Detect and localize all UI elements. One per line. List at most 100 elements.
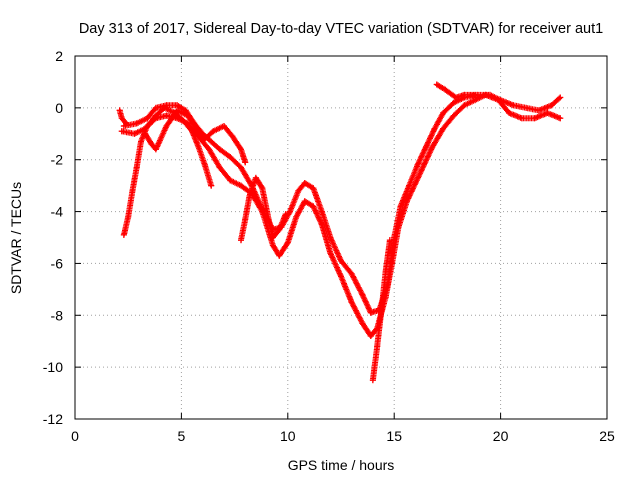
data-point (482, 91, 489, 98)
data-point (510, 102, 517, 109)
series-track-g (433, 81, 479, 101)
data-point (518, 115, 525, 122)
data-point (389, 260, 396, 267)
data-point (495, 97, 502, 104)
data-point (152, 146, 159, 153)
y-tick-label: -10 (43, 359, 63, 375)
data-point (310, 203, 317, 210)
data-point (265, 216, 272, 223)
data-point (557, 94, 564, 101)
series-track-e (238, 174, 289, 244)
data-point (406, 182, 413, 189)
data-point (442, 86, 449, 93)
y-tick-label: -12 (43, 411, 63, 427)
data-point (269, 234, 276, 241)
data-point (252, 174, 259, 181)
data-point (382, 268, 389, 275)
data-point (238, 146, 244, 153)
data-point (338, 273, 344, 280)
data-point (423, 143, 430, 150)
data-point (431, 125, 438, 132)
data-point (327, 250, 334, 257)
data-point (348, 270, 355, 277)
data-point (310, 185, 317, 192)
data-point (557, 115, 564, 122)
data-point (133, 120, 140, 127)
data-point (284, 239, 291, 246)
series-track-h (116, 107, 130, 127)
data-point (195, 143, 202, 150)
data-point (144, 115, 151, 122)
data-point (201, 161, 208, 168)
data-point (227, 154, 234, 161)
data-point (523, 104, 530, 111)
data-point (412, 180, 419, 186)
data-point (282, 211, 289, 218)
data-point (118, 128, 125, 135)
data-point (450, 99, 457, 106)
data-point (238, 182, 244, 189)
data-point (201, 136, 208, 142)
data-point (276, 252, 283, 259)
data-point (378, 307, 385, 314)
data-point (208, 182, 215, 189)
data-point (125, 213, 132, 220)
data-point (359, 291, 366, 298)
data-point (433, 81, 440, 88)
data-point (246, 193, 253, 199)
y-tick-label: -6 (51, 255, 64, 271)
data-point (193, 125, 200, 132)
data-point (216, 146, 223, 153)
data-point (318, 221, 325, 228)
data-point (174, 102, 181, 109)
data-point (506, 110, 513, 116)
y-tick-label: 2 (55, 48, 63, 64)
chart-title: Day 313 of 2017, Sidereal Day-to-day VTE… (79, 21, 603, 37)
data-point (184, 112, 191, 119)
x-axis-label: GPS time / hours (288, 457, 395, 473)
data-point (242, 216, 249, 223)
y-tick-label: -4 (51, 204, 64, 220)
data-point (242, 159, 249, 166)
y-tick-label: -8 (51, 307, 64, 323)
data-point (152, 112, 159, 119)
data-point (286, 208, 293, 215)
data-point (276, 226, 283, 233)
data-point (429, 143, 436, 150)
data-point (118, 115, 125, 122)
data-point (163, 123, 170, 129)
y-tick-label: -2 (51, 152, 64, 168)
data-point (395, 224, 402, 231)
data-point (259, 185, 266, 192)
data-point (295, 187, 302, 194)
data-point (318, 208, 325, 215)
y-axis-label: SDTVAR / TECUs (8, 182, 24, 294)
data-point (531, 115, 538, 122)
data-point (152, 104, 159, 111)
data-point (450, 112, 457, 119)
x-tick-label: 0 (71, 428, 79, 444)
data-point (180, 117, 187, 124)
data-point (414, 161, 421, 168)
data-point (535, 107, 542, 114)
data-point (189, 128, 195, 135)
x-tick-label: 10 (280, 428, 296, 444)
data-point (206, 146, 213, 153)
data-point (440, 110, 447, 116)
data-point (123, 120, 130, 127)
data-point (163, 112, 170, 119)
data-point (144, 123, 151, 129)
data-point (293, 213, 300, 220)
data-point (548, 102, 555, 109)
data-point (208, 138, 215, 145)
series-track-c (120, 104, 215, 238)
data-point (238, 164, 244, 171)
data-point (440, 125, 447, 132)
data-point (301, 198, 308, 205)
x-tick-label: 15 (386, 428, 402, 444)
data-point (367, 309, 374, 316)
data-point (452, 94, 459, 101)
data-point (472, 97, 479, 104)
data-point (269, 242, 276, 249)
